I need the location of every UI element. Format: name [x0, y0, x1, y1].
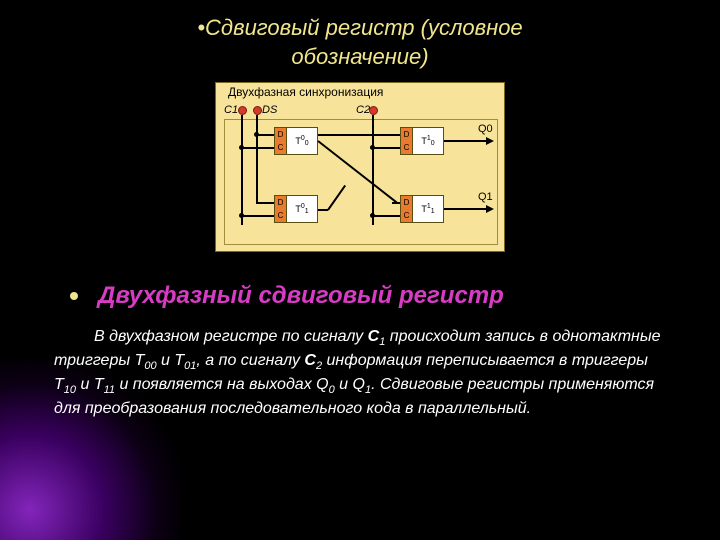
trig-sub: 1 — [431, 208, 435, 215]
text: и появляется на выходах Q — [115, 376, 329, 393]
wire — [318, 134, 400, 136]
pin-d: D — [404, 199, 410, 207]
pin-d: D — [404, 131, 410, 139]
slide-title: •Сдвиговый регистр (условное обозначение… — [120, 14, 600, 71]
text: , а по сигналу — [196, 352, 304, 369]
trigger-t00: DC T00 — [274, 127, 318, 155]
junction — [239, 213, 244, 218]
wire — [241, 215, 274, 217]
led-c2 — [369, 106, 378, 115]
text: и Т — [76, 376, 104, 393]
text: С — [304, 352, 316, 369]
wire — [256, 202, 274, 204]
pin-c: C — [278, 144, 284, 152]
text: С — [368, 328, 380, 345]
junction — [370, 213, 375, 218]
junction — [254, 132, 259, 137]
led-ds — [253, 106, 262, 115]
text: 10 — [64, 384, 76, 396]
label-c2: C2 — [356, 104, 370, 116]
section-heading: Двухфазный сдвиговый регистр — [70, 282, 670, 310]
trigger-t01: DC T01 — [274, 195, 318, 223]
wire — [241, 115, 243, 225]
wire — [256, 134, 258, 204]
diagram-title: Двухфазная синхронизация — [228, 85, 383, 99]
label-q0: Q0 — [478, 123, 493, 135]
label-ds: DS — [262, 104, 277, 116]
junction — [239, 145, 244, 150]
wire — [444, 208, 488, 210]
pin-c: C — [404, 212, 410, 220]
led-c1 — [238, 106, 247, 115]
label-c1: C1 — [224, 104, 238, 116]
trigger-t11: DC T11 — [400, 195, 444, 223]
text: 11 — [104, 384, 115, 396]
pin-c: C — [404, 144, 410, 152]
wire — [372, 147, 400, 149]
wire — [372, 115, 374, 225]
text: и Т — [157, 352, 185, 369]
title-line1: Сдвиговый регистр (условное — [205, 15, 523, 40]
junction — [370, 145, 375, 150]
pin-c: C — [278, 212, 284, 220]
text: 00 — [144, 360, 156, 372]
bullet-icon — [70, 292, 78, 300]
pin-d: D — [278, 199, 284, 207]
arrow-icon — [486, 205, 494, 213]
text: 01 — [184, 360, 196, 372]
wire — [444, 140, 488, 142]
text: и Q — [335, 376, 365, 393]
wire — [392, 202, 400, 204]
pin-d: D — [278, 131, 284, 139]
label-q1: Q1 — [478, 191, 493, 203]
trigger-t10: DC T10 — [400, 127, 444, 155]
trig-sub: 0 — [431, 140, 435, 147]
title-line2: обозначение) — [291, 44, 428, 69]
wire — [372, 215, 400, 217]
diagram: Двухфазная синхронизация C1 DS C2 DC T00… — [215, 82, 505, 252]
arrow-icon — [486, 137, 494, 145]
text: В двухфазном регистре по сигналу — [94, 328, 368, 345]
body-paragraph: В двухфазном регистре по сигналу С1 прои… — [54, 326, 662, 420]
trig-sub: 1 — [305, 208, 309, 215]
heading-text: Двухфазный сдвиговый регистр — [98, 282, 504, 310]
inner-box — [224, 119, 498, 245]
trig-sub: 0 — [305, 140, 309, 147]
